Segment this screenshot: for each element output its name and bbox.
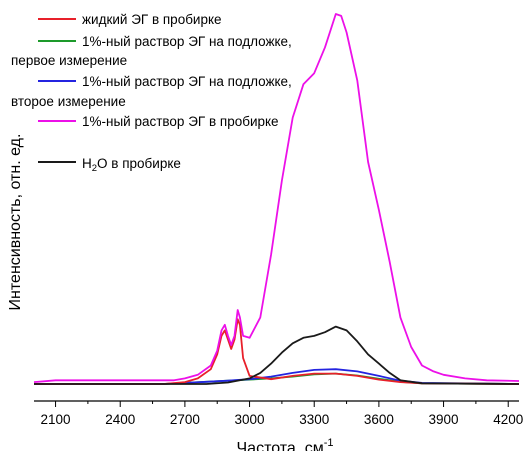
legend-label-3: 1%-ный раствор ЭГ в пробирке [82,114,279,129]
series-line-0 [34,318,520,385]
legend-label-4: H2O в пробирке [82,156,181,174]
legend-label-1: 1%-ный раствор ЭГ на подложке, первое из… [11,34,296,68]
legend-label-2: 1%-ный раствор ЭГ на подложке, второе из… [11,74,296,109]
legend-label-3-line-1: 1%-ный раствор ЭГ в пробирке [82,114,279,129]
x-tick-label-7: 4200 [493,412,523,427]
x-tick-label-3: 3000 [235,412,265,427]
legend-label-1-line-2: первое измерение [11,53,127,68]
x-tick-label-2: 2700 [170,412,200,427]
x-ticks: 2100 2400 2700 3000 3300 3600 3900 4200 [41,401,523,427]
legend: жидкий ЭГ в пробирке 1%-ный раствор ЭГ н… [11,12,296,174]
series-line-2 [34,368,520,385]
x-tick-label-6: 3900 [429,412,459,427]
legend-label-0: жидкий ЭГ в пробирке [82,12,222,27]
series-line-4 [34,325,520,385]
y-axis-label: Интенсивность, отн. ед. [7,134,24,311]
legend-label-1-line-1: 1%-ный раствор ЭГ на подложке, [82,34,292,49]
x-tick-label-5: 3600 [364,412,394,427]
x-tick-label-0: 2100 [41,412,71,427]
x-axis-label: Частота, см-1 [237,437,334,451]
x-tick-label-4: 3300 [299,412,329,427]
series-lines [33,13,520,385]
legend-label-2-line-2: второе измерение [11,94,126,109]
plot-area: 2100 2400 2700 3000 3300 3600 3900 4200 [33,13,523,427]
x-tick-label-1: 2400 [105,412,135,427]
legend-label-2-line-1: 1%-ный раствор ЭГ на подложке, [82,74,292,89]
series-line-3 [33,13,520,383]
